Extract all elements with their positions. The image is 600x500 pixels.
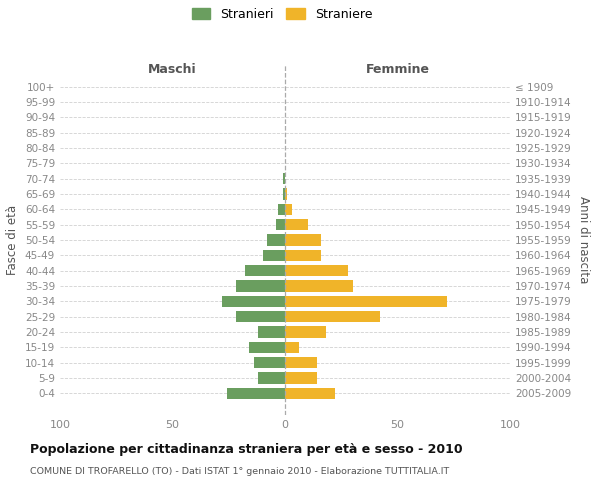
- Bar: [285, 326, 325, 338]
- Bar: [258, 326, 285, 338]
- Bar: [285, 234, 321, 246]
- Bar: [285, 280, 353, 292]
- Bar: [285, 204, 292, 215]
- Text: Popolazione per cittadinanza straniera per età e sesso - 2010: Popolazione per cittadinanza straniera p…: [30, 442, 463, 456]
- Bar: [285, 372, 317, 384]
- Bar: [285, 357, 317, 368]
- Bar: [285, 296, 447, 307]
- Y-axis label: Anni di nascita: Anni di nascita: [577, 196, 590, 284]
- Bar: [254, 357, 285, 368]
- Bar: [285, 311, 380, 322]
- Text: Maschi: Maschi: [148, 63, 197, 76]
- Bar: [285, 342, 299, 353]
- Bar: [222, 296, 285, 307]
- Bar: [276, 219, 285, 230]
- Text: COMUNE DI TROFARELLO (TO) - Dati ISTAT 1° gennaio 2010 - Elaborazione TUTTITALIA: COMUNE DI TROFARELLO (TO) - Dati ISTAT 1…: [30, 468, 449, 476]
- Bar: [235, 280, 285, 292]
- Bar: [285, 188, 287, 200]
- Bar: [263, 250, 285, 261]
- Bar: [227, 388, 285, 399]
- Bar: [267, 234, 285, 246]
- Bar: [278, 204, 285, 215]
- Bar: [258, 372, 285, 384]
- Bar: [285, 265, 348, 276]
- Bar: [285, 388, 335, 399]
- Bar: [249, 342, 285, 353]
- Bar: [283, 173, 285, 184]
- Legend: Stranieri, Straniere: Stranieri, Straniere: [187, 2, 377, 26]
- Bar: [285, 219, 308, 230]
- Text: Femmine: Femmine: [365, 63, 430, 76]
- Y-axis label: Fasce di età: Fasce di età: [7, 205, 19, 275]
- Bar: [245, 265, 285, 276]
- Bar: [235, 311, 285, 322]
- Bar: [283, 188, 285, 200]
- Bar: [285, 250, 321, 261]
